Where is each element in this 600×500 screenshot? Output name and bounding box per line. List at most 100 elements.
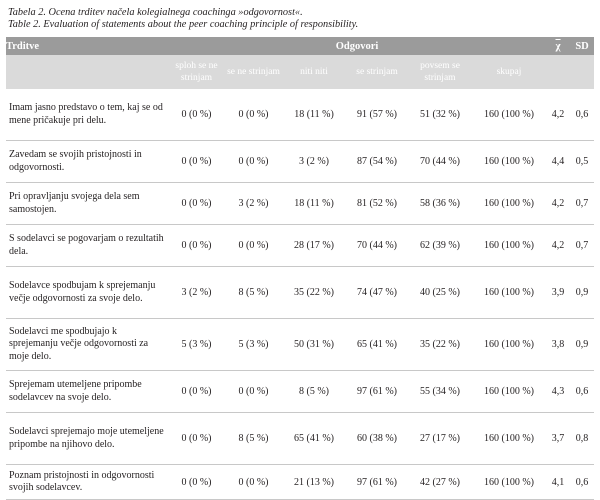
cell-disagree: 0 (0 %)	[225, 370, 282, 413]
cell-total: 160 (100 %)	[472, 318, 547, 371]
cell-mean: 4,4	[546, 140, 571, 183]
cell-total: 160 (100 %)	[472, 464, 547, 500]
cell-strongly-disagree: 0 (0 %)	[168, 370, 225, 413]
cell-strongly-disagree: 0 (0 %)	[168, 89, 225, 141]
cell-neutral: 18 (11 %)	[282, 89, 346, 141]
cell-agree: 70 (44 %)	[346, 224, 408, 267]
cell-total: 160 (100 %)	[472, 140, 547, 183]
cell-agree: 81 (52 %)	[346, 182, 408, 225]
cell-total: 160 (100 %)	[472, 266, 547, 319]
cell-neutral: 21 (13 %)	[282, 464, 346, 500]
cell-strongly-agree: 62 (39 %)	[408, 224, 472, 267]
claim-cell: Sodelavce spodbujam k sprejemanju večje …	[6, 266, 168, 319]
header-sub-empty	[6, 55, 168, 89]
cell-agree: 60 (38 %)	[346, 412, 408, 465]
table-row: Zavedam se svojih pristojnosti in odgovo…	[6, 140, 595, 183]
table-row: Sodelavci me spodbujajo k sprejemanju ve…	[6, 318, 595, 371]
cell-strongly-agree: 55 (34 %)	[408, 370, 472, 413]
cell-sd: 0,9	[570, 266, 595, 319]
cell-disagree: 0 (0 %)	[225, 140, 282, 183]
cell-mean: 4,3	[546, 370, 571, 413]
claim-cell: Sodelavci sprejemajo moje utemeljene pri…	[6, 412, 168, 465]
cell-sd: 0,7	[570, 224, 595, 267]
mean-symbol: χ	[555, 40, 561, 52]
table-row: Sodelavce spodbujam k sprejemanju večje …	[6, 266, 595, 319]
cell-strongly-agree: 27 (17 %)	[408, 412, 472, 465]
header-row-sub: sploh se ne strinjam se ne strinjam niti…	[6, 55, 595, 89]
cell-disagree: 0 (0 %)	[225, 224, 282, 267]
cell-disagree: 8 (5 %)	[225, 412, 282, 465]
caption-slovene: Tabela 2. Ocena trditev načela kolegialn…	[8, 7, 303, 18]
cell-mean: 3,7	[546, 412, 571, 465]
cell-sd: 0,9	[570, 318, 595, 371]
cell-mean: 4,1	[546, 464, 571, 500]
cell-total: 160 (100 %)	[472, 224, 547, 267]
claim-cell: Sodelavci me spodbujajo k sprejemanju ve…	[6, 318, 168, 371]
claim-cell: Zavedam se svojih pristojnosti in odgovo…	[6, 140, 168, 183]
table-row: Sprejemam utemeljene pripombe sodelavcev…	[6, 370, 595, 413]
cell-sd: 0,8	[570, 412, 595, 465]
cell-mean: 3,9	[546, 266, 571, 319]
cell-strongly-disagree: 0 (0 %)	[168, 464, 225, 500]
cell-neutral: 8 (5 %)	[282, 370, 346, 413]
cell-strongly-agree: 42 (27 %)	[408, 464, 472, 500]
cell-sd: 0,6	[570, 89, 595, 141]
header-sub-empty-mean	[546, 55, 570, 89]
header-claim: Trditve	[6, 40, 40, 52]
cell-neutral: 3 (2 %)	[282, 140, 346, 183]
header-row-main: Trditve Odgovori χ SD	[6, 37, 595, 55]
header-disagree: se ne strinjam	[227, 67, 280, 77]
cell-total: 160 (100 %)	[472, 370, 547, 413]
claim-cell: Imam jasno predstavo o tem, kaj se od me…	[6, 89, 168, 141]
cell-mean: 4,2	[546, 182, 571, 225]
cell-disagree: 0 (0 %)	[225, 89, 282, 141]
cell-sd: 0,6	[570, 370, 595, 413]
cell-strongly-disagree: 3 (2 %)	[168, 266, 225, 319]
cell-total: 160 (100 %)	[472, 412, 547, 465]
cell-strongly-disagree: 5 (3 %)	[168, 318, 225, 371]
cell-strongly-agree: 51 (32 %)	[408, 89, 472, 141]
cell-strongly-disagree: 0 (0 %)	[168, 412, 225, 465]
cell-agree: 97 (61 %)	[346, 370, 408, 413]
table-row: Poznam pristojnosti in odgovornosti svoj…	[6, 464, 595, 500]
cell-total: 160 (100 %)	[472, 182, 547, 225]
cell-sd: 0,7	[570, 182, 595, 225]
cell-strongly-agree: 40 (25 %)	[408, 266, 472, 319]
cell-agree: 65 (41 %)	[346, 318, 408, 371]
header-answers: Odgovori	[335, 40, 379, 52]
cell-mean: 4,2	[546, 89, 571, 141]
cell-neutral: 35 (22 %)	[282, 266, 346, 319]
cell-strongly-agree: 58 (36 %)	[408, 182, 472, 225]
header-mean: χ	[546, 37, 570, 55]
cell-neutral: 65 (41 %)	[282, 412, 346, 465]
header-strongly-disagree: sploh se ne strinjam	[175, 61, 218, 83]
cell-mean: 4,2	[546, 224, 571, 267]
cell-agree: 97 (61 %)	[346, 464, 408, 500]
cell-neutral: 28 (17 %)	[282, 224, 346, 267]
table-row: Sodelavci sprejemajo moje utemeljene pri…	[6, 412, 595, 465]
claim-cell: Poznam pristojnosti in odgovornosti svoj…	[6, 464, 168, 500]
cell-disagree: 5 (3 %)	[225, 318, 282, 371]
cell-agree: 74 (47 %)	[346, 266, 408, 319]
cell-strongly-disagree: 0 (0 %)	[168, 224, 225, 267]
header-strongly-agree: povsem se strinjam	[420, 61, 460, 83]
caption-english: Table 2. Evaluation of statements about …	[8, 19, 359, 30]
cell-strongly-agree: 70 (44 %)	[408, 140, 472, 183]
cell-sd: 0,6	[570, 464, 595, 500]
header-sub-empty-sd	[570, 55, 594, 89]
claim-cell: Pri opravljanju svojega dela sem samosto…	[6, 182, 168, 225]
cell-strongly-disagree: 0 (0 %)	[168, 140, 225, 183]
cell-sd: 0,5	[570, 140, 595, 183]
claim-cell: S sodelavci se pogovarjam o rezultatih d…	[6, 224, 168, 267]
header-neutral: niti niti	[300, 67, 328, 77]
table-row: S sodelavci se pogovarjam o rezultatih d…	[6, 224, 595, 267]
cell-neutral: 18 (11 %)	[282, 182, 346, 225]
header-agree: se strinjam	[356, 67, 398, 77]
table-row: Imam jasno predstavo o tem, kaj se od me…	[6, 89, 595, 141]
cell-disagree: 8 (5 %)	[225, 266, 282, 319]
cell-mean: 3,8	[546, 318, 571, 371]
statements-table: Trditve Odgovori χ SD sploh se ne strinj…	[6, 37, 595, 500]
cell-total: 160 (100 %)	[472, 89, 547, 141]
cell-disagree: 3 (2 %)	[225, 182, 282, 225]
claim-cell: Sprejemam utemeljene pripombe sodelavcev…	[6, 370, 168, 413]
